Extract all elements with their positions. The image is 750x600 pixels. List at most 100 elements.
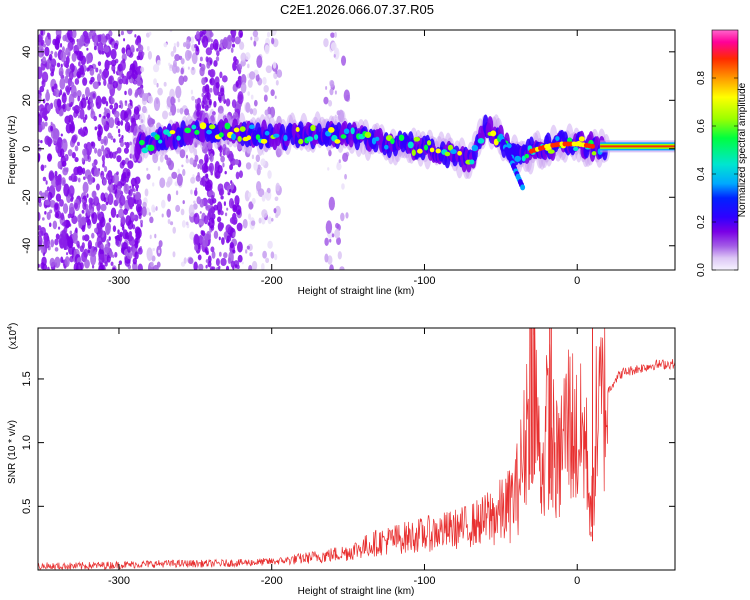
spectrogram-speckle	[64, 256, 70, 268]
spectrogram-speckle	[152, 264, 159, 270]
spectrogram-speckle	[165, 181, 171, 188]
spectrogram-speckle	[336, 162, 342, 171]
spectrogram-speckle	[261, 149, 265, 156]
ridge-hotspot	[191, 124, 197, 130]
spectrogram-speckle	[205, 259, 209, 263]
spectrogram-speckle	[38, 93, 42, 104]
spectrogram-speckle	[170, 96, 175, 106]
spectrogram-speckle	[120, 141, 125, 148]
spectrogram-speckle	[58, 109, 63, 117]
spectrogram-speckle	[116, 213, 119, 218]
spectrogram-speckle	[39, 85, 45, 93]
spectrogram-speckle	[70, 84, 77, 98]
spectrogram-speckle	[72, 234, 78, 244]
spectrogram-speckle	[120, 216, 126, 227]
ridge-hotspot	[248, 124, 255, 129]
spectrogram-speckle	[339, 266, 345, 270]
ridge-hotspot	[524, 153, 530, 159]
spectrogram-speckle	[147, 95, 154, 104]
spectrogram-speckle	[329, 80, 335, 88]
spectrogram-speckle	[256, 55, 263, 68]
spectrogram-speckle	[74, 202, 78, 210]
ridge-hotspot	[298, 138, 304, 145]
spectrogram-speckle	[325, 85, 328, 90]
spectrogram-speckle	[228, 188, 232, 193]
spectrogram-speckle	[81, 198, 85, 203]
spectrogram-speckle	[142, 124, 146, 130]
spectrogram-speckle	[95, 183, 100, 191]
spectrogram-speckle	[224, 147, 230, 156]
spectrogram-speckle	[275, 148, 282, 158]
spectrogram-speckle	[275, 182, 280, 192]
spectrogram-speckle	[197, 254, 202, 261]
spectrogram-speckle	[336, 110, 341, 116]
spectrogram-speckle	[140, 223, 143, 228]
spectrogram-speckle	[260, 166, 263, 171]
spectrogram-speckle	[61, 92, 67, 104]
spectrogram-speckle	[206, 61, 211, 69]
spectrogram-speckle	[216, 50, 220, 57]
spectrogram-speckle	[50, 58, 57, 68]
spectrogram-speckle	[231, 43, 236, 48]
spectrogram-speckle	[234, 195, 240, 206]
spectrogram-speckle	[101, 97, 106, 104]
spectrogram-speckle	[108, 236, 111, 241]
spectrogram-speckle	[81, 210, 85, 214]
spectrogram-speckle	[343, 89, 350, 102]
spectrogram-speckle	[224, 234, 228, 240]
spectrogram-speckle	[234, 36, 241, 45]
spectrogram-speckle	[255, 154, 261, 163]
spectrogram-speckle	[218, 236, 221, 241]
spectrogram-speckle	[114, 251, 118, 258]
spectrogram-speckle	[89, 67, 95, 76]
ridge-hotspot	[429, 147, 435, 153]
spectrogram-speckle	[61, 104, 66, 110]
spectrogram-speckle	[171, 171, 178, 180]
spectrogram-speckle	[58, 71, 62, 76]
spectrogram-speckle	[273, 208, 277, 214]
spectrogram-speckle	[79, 129, 85, 137]
spectrogram-speckle	[198, 263, 204, 270]
spectrogram-speckle	[256, 116, 261, 124]
spectrogram-speckle	[240, 52, 247, 62]
ridge-hotspot	[573, 146, 579, 152]
spectrogram-speckle	[100, 203, 107, 212]
spectrogram-speckle	[123, 208, 129, 215]
spectrogram-speckle	[70, 173, 77, 183]
spectrogram-speckle	[106, 239, 110, 244]
spectrogram-frame	[37, 29, 676, 271]
spectrogram-speckle	[68, 70, 74, 81]
spectrogram-speckle	[256, 167, 261, 176]
ridge-hotspot	[340, 134, 347, 139]
spectrogram-speckle	[246, 245, 250, 250]
spectrogram-speckle	[107, 186, 110, 191]
spectrogram-speckle	[271, 37, 275, 45]
spectrogram-speckle	[57, 160, 62, 170]
spectrogram-speckle	[117, 128, 121, 134]
spectrogram-speckle	[253, 99, 258, 107]
spectrogram-x-ticks: -300 -200 -100 0	[108, 30, 580, 287]
spectrogram-speckle	[199, 179, 204, 186]
spectrogram-speckle	[72, 106, 76, 111]
spectrogram-speckle	[40, 192, 47, 201]
spectrogram-speckle	[142, 51, 145, 56]
spectrogram-speckle	[207, 142, 212, 150]
spectrogram-speckle	[345, 212, 349, 219]
spectrogram-speckle	[190, 36, 195, 44]
spectrogram-speckle	[90, 208, 95, 214]
spectrogram-speckle	[274, 196, 279, 202]
spectrogram-speckle	[70, 101, 73, 106]
spectrogram-speckle	[276, 69, 283, 78]
spectrogram-speckle	[213, 230, 219, 239]
spectrogram-speckle	[172, 226, 177, 234]
spectrogram-speckle	[177, 168, 181, 174]
spectrogram-speckle	[131, 70, 138, 80]
spectrogram-speckle	[330, 42, 337, 51]
spectrogram-speckle	[49, 257, 55, 268]
spectrogram-speckle	[231, 34, 236, 43]
spectrogram-speckle	[324, 237, 329, 246]
spectrogram-speckle	[156, 82, 159, 88]
spectrogram-speckle	[69, 122, 76, 134]
spectrogram-speckle	[205, 250, 209, 256]
spectrogram-speckle	[331, 233, 335, 238]
